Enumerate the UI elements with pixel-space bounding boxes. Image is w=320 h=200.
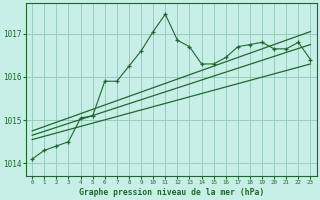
X-axis label: Graphe pression niveau de la mer (hPa): Graphe pression niveau de la mer (hPa) xyxy=(79,188,264,197)
